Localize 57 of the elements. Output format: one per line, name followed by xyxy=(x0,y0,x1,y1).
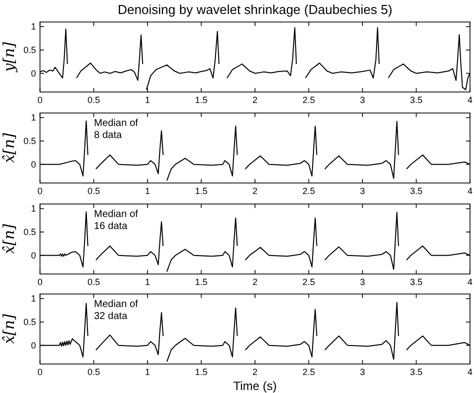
y-tick-label: 1 xyxy=(30,22,36,32)
x-tick-label: 0.5 xyxy=(87,367,100,377)
y-tick-label: 0 xyxy=(30,250,36,260)
x-tick-label: 2.5 xyxy=(302,367,316,377)
x-tick-label: 4 xyxy=(467,367,473,377)
y-tick-label: 0 xyxy=(30,68,36,78)
x-tick-label: 1.5 xyxy=(194,277,208,287)
x-tick-label: 3.5 xyxy=(410,95,423,105)
x-tick-label: 0 xyxy=(37,277,43,287)
x-tick-label: 3 xyxy=(360,367,366,377)
x-axis-title: Time (s) xyxy=(233,379,277,393)
x-tick-label: 1.5 xyxy=(194,186,208,196)
chart-title: Denoising by wavelet shrinkage (Daubechies 5) xyxy=(118,2,392,17)
x-tick-label: 0 xyxy=(37,95,43,105)
y-tick-label: 1 xyxy=(30,204,36,214)
x-tick-label: 4 xyxy=(467,95,473,105)
x-tick-label: 0.5 xyxy=(87,277,100,287)
x-tick-label: 4 xyxy=(467,186,473,196)
x-tick-label: 1 xyxy=(144,186,150,196)
annotation: Median of 8 data xyxy=(94,118,138,141)
x-tick-label: 2 xyxy=(252,186,258,196)
y-tick-label: 0 xyxy=(30,159,36,170)
x-tick-label: 0.5 xyxy=(87,186,100,196)
y-axis-title: x̂[n] xyxy=(0,224,18,254)
x-tick-label: 1.5 xyxy=(194,367,208,377)
x-tick-label: 2 xyxy=(252,277,258,287)
y-tick-label: 1 xyxy=(30,112,36,123)
x-tick-label: 1 xyxy=(144,367,150,377)
x-tick-label: 3 xyxy=(360,277,366,287)
x-tick-label: 0 xyxy=(37,186,43,196)
x-tick-label: 2 xyxy=(252,95,258,105)
x-tick-label: 4 xyxy=(467,277,473,287)
x-tick-label: 3.5 xyxy=(410,186,423,196)
x-tick-label: 3.5 xyxy=(410,277,423,287)
y-tick-label: 0.5 xyxy=(23,45,36,55)
x-tick-label: 2.5 xyxy=(302,186,316,196)
y-tick-label: 0 xyxy=(30,340,36,350)
y-tick-label: 0.5 xyxy=(23,227,36,237)
x-tick-label: 2.5 xyxy=(302,95,316,105)
x-tick-label: 3 xyxy=(360,95,366,105)
x-tick-label: 0.5 xyxy=(87,95,100,105)
x-tick-label: 0 xyxy=(37,367,43,377)
y-axis-title: x̂[n] xyxy=(0,132,18,163)
y-axis-title: y[n] xyxy=(0,42,18,73)
x-tick-label: 3.5 xyxy=(410,367,423,377)
x-tick-label: 2 xyxy=(252,367,258,377)
y-tick-label: 0.5 xyxy=(23,317,36,327)
x-tick-label: 1.5 xyxy=(194,95,208,105)
y-tick-label: 0.5 xyxy=(23,136,36,146)
y-axis-title: x̂[n] xyxy=(0,314,18,344)
x-tick-label: 1 xyxy=(144,95,150,105)
annotation: Median of 32 data xyxy=(94,299,138,322)
x-tick-label: 3 xyxy=(360,186,366,196)
y-tick-label: 1 xyxy=(30,294,36,304)
x-tick-label: 2.5 xyxy=(302,277,316,287)
annotation: Median of 16 data xyxy=(94,209,138,232)
x-tick-label: 1 xyxy=(144,277,150,287)
